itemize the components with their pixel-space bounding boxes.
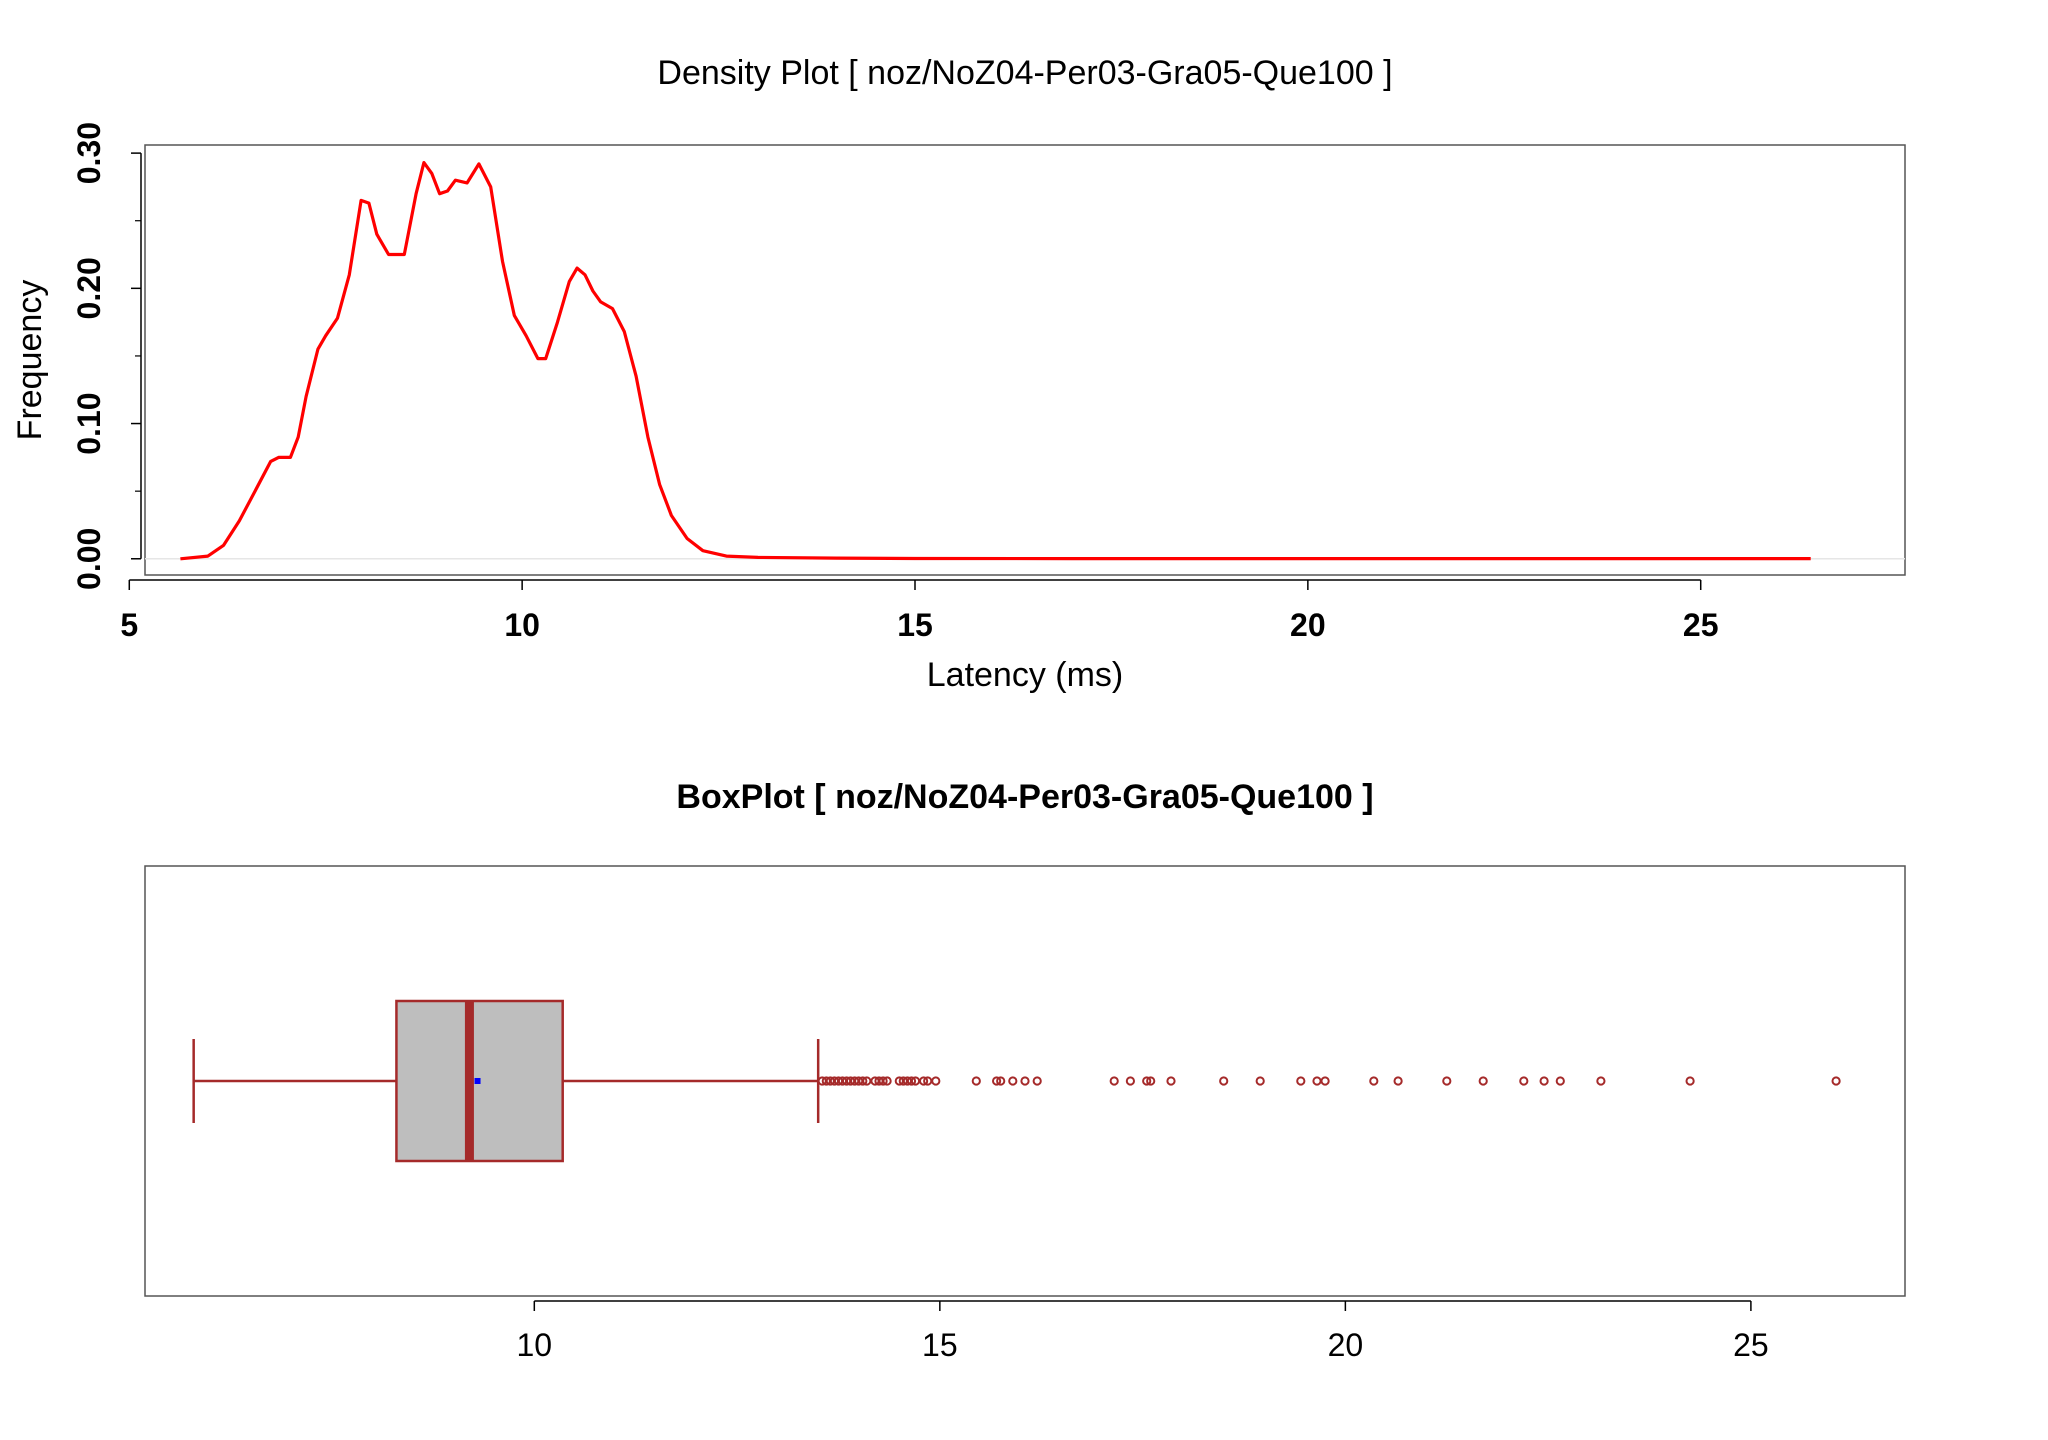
- density-x-tick-label: 20: [1290, 607, 1326, 643]
- box-x-tick-label: 10: [517, 1327, 553, 1363]
- box-x-tick-label: 20: [1328, 1327, 1364, 1363]
- outlier-point: [1369, 1076, 1379, 1086]
- density-y-tick-label: 0.30: [71, 122, 107, 184]
- density-y-axis-label: Frequency: [11, 280, 49, 441]
- box-x-axis: 10 15 20 25: [517, 1300, 1769, 1363]
- density-y-tick-label: 0.20: [71, 257, 107, 319]
- box-plot-frame: [144, 865, 1906, 1297]
- outlier-point: [1831, 1076, 1841, 1086]
- density-x-tick-label: 25: [1683, 607, 1719, 643]
- outlier-point: [1596, 1076, 1606, 1086]
- outlier-point: [878, 1076, 888, 1086]
- density-y-tick-label: 0.00: [71, 528, 107, 590]
- outlier-point: [992, 1076, 1002, 1086]
- outlier-point: [1296, 1076, 1306, 1086]
- density-x-axis: 5 10 15 20 25: [120, 579, 1719, 643]
- density-x-tick-label: 15: [897, 607, 933, 643]
- box-outliers: [817, 1076, 1841, 1086]
- outlier-point: [919, 1076, 929, 1086]
- outlier-point: [1020, 1076, 1030, 1086]
- outlier-point: [858, 1076, 868, 1086]
- outlier-point: [1142, 1076, 1152, 1086]
- density-series-line: [180, 161, 1811, 561]
- outlier-point: [931, 1076, 941, 1086]
- outlier-point: [1109, 1076, 1119, 1086]
- outlier-point: [1519, 1076, 1529, 1086]
- density-chart: Density Plot [ noz/NoZ04-Per03-Gra05-Que…: [11, 54, 1906, 694]
- outlier-point: [1255, 1076, 1265, 1086]
- box-x-tick-label: 25: [1733, 1327, 1769, 1363]
- outlier-point: [1146, 1076, 1156, 1086]
- outlier-point: [1320, 1076, 1330, 1086]
- box-chart-title: BoxPlot [ noz/NoZ04-Per03-Gra05-Que100 ]: [676, 778, 1373, 816]
- outlier-point: [1312, 1076, 1322, 1086]
- density-x-tick-label: 10: [504, 607, 540, 643]
- box-x-tick-label: 15: [922, 1327, 958, 1363]
- density-y-tick-label: 0.10: [71, 392, 107, 454]
- outlier-point: [1539, 1076, 1549, 1086]
- density-plot-frame: [144, 144, 1906, 576]
- density-y-axis: 0.00 0.10 0.20 0.30: [71, 122, 142, 590]
- outlier-point: [1478, 1076, 1488, 1086]
- outlier-point: [1442, 1076, 1452, 1086]
- outlier-point: [971, 1076, 981, 1086]
- outlier-point: [1219, 1076, 1229, 1086]
- density-x-tick-label: 5: [120, 607, 138, 643]
- box-chart: BoxPlot [ noz/NoZ04-Per03-Gra05-Que100 ]…: [144, 778, 1906, 1363]
- outlier-point: [1166, 1076, 1176, 1086]
- outlier-point: [1008, 1076, 1018, 1086]
- outlier-point: [1685, 1076, 1695, 1086]
- density-x-axis-label: Latency (ms): [927, 656, 1124, 694]
- outlier-point: [1032, 1076, 1042, 1086]
- outlier-point: [906, 1076, 917, 1086]
- outlier-point: [1555, 1076, 1565, 1086]
- outlier-point: [882, 1076, 892, 1086]
- outlier-point: [1393, 1076, 1403, 1086]
- outlier-point: [1125, 1076, 1136, 1086]
- box-marks: [192, 999, 820, 1163]
- mean-marker: [474, 1078, 481, 1084]
- outlier-point: [996, 1076, 1006, 1086]
- density-chart-title: Density Plot [ noz/NoZ04-Per03-Gra05-Que…: [657, 54, 1392, 92]
